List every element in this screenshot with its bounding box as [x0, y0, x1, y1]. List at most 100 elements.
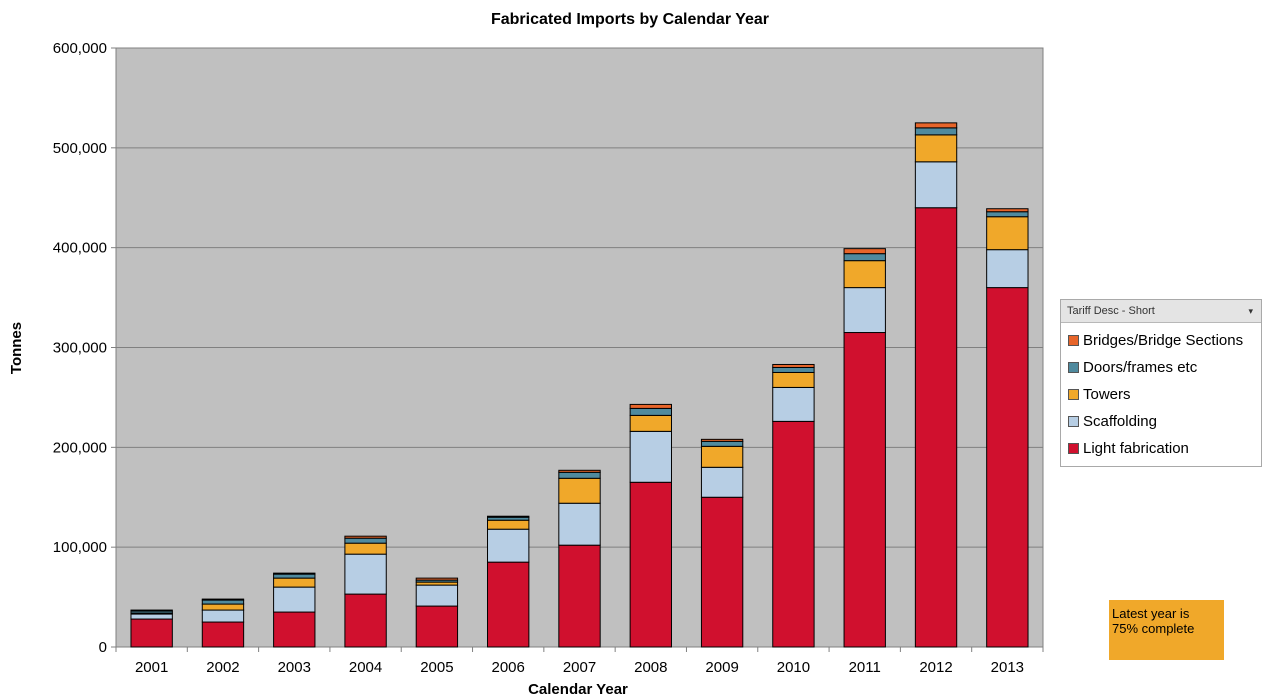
x-tick-label: 2009	[705, 659, 738, 676]
bar-segment	[629, 414, 672, 432]
x-tick-label: 2011	[849, 659, 881, 676]
bar-segment	[558, 469, 601, 473]
bar-segment	[986, 287, 1029, 648]
x-axis: 2001 2002 2003 2004 2005 2006 2007 2008 2009 2010…	[115, 647, 1044, 676]
legend-label: Towers	[1083, 386, 1131, 403]
bar-segment	[914, 161, 958, 209]
x-tick-label: 2013	[991, 659, 1024, 676]
bar-segment	[700, 496, 744, 648]
x-tick-label: 2006	[492, 659, 525, 676]
bar-segment	[986, 208, 1029, 213]
legend-swatch	[1068, 362, 1079, 373]
x-tick-label: 2008	[634, 659, 667, 676]
bar-segment	[843, 253, 886, 262]
bar-segment	[487, 515, 530, 518]
bar-segment	[201, 621, 245, 648]
legend-item[interactable]: Scaffolding	[1061, 408, 1261, 435]
bar-segment	[843, 332, 886, 648]
bar-segment	[843, 287, 886, 334]
bar-segment	[700, 440, 744, 447]
bar-segment	[629, 403, 672, 409]
bar-segment	[986, 249, 1029, 289]
bars	[130, 122, 1029, 648]
bar-segment	[843, 248, 886, 255]
bar-segment	[201, 599, 245, 605]
annotation-line: Latest year is	[1112, 606, 1190, 621]
bar-segment	[629, 407, 672, 416]
bar-segment	[772, 366, 815, 373]
chart-title: Fabricated Imports by Calendar Year	[491, 11, 769, 28]
bar-segment	[344, 535, 387, 539]
bar-segment	[344, 593, 387, 648]
legend-item[interactable]: Doors/frames etc	[1061, 354, 1261, 381]
legend-swatch	[1068, 389, 1079, 400]
bar-segment	[700, 438, 744, 442]
bar-segment	[201, 603, 245, 611]
y-axis-label: Tonnes	[8, 322, 25, 374]
bar-segment	[558, 502, 601, 546]
bar-segment	[772, 363, 815, 368]
y-tick-label: 0	[99, 639, 107, 656]
bar-segment	[772, 386, 815, 422]
chevron-down-icon[interactable]: ▾	[1248, 306, 1253, 316]
y-tick-label: 300,000	[53, 340, 107, 357]
legend-label: Light fabrication	[1083, 440, 1189, 457]
bar-segment	[914, 122, 958, 129]
legend-swatch	[1068, 416, 1079, 427]
legend-item[interactable]: Towers	[1061, 381, 1261, 408]
bar-segment	[772, 371, 815, 388]
bar-segment	[700, 445, 744, 468]
bar-segment	[558, 471, 601, 479]
bar-segment	[558, 544, 601, 648]
annotation-note: Latest year is 75% complete	[1109, 600, 1224, 660]
legend-swatch	[1068, 335, 1079, 346]
x-tick-label: 2002	[206, 659, 239, 676]
x-axis-label: Calendar Year	[528, 681, 628, 698]
legend-header-label: Tariff Desc - Short	[1067, 305, 1155, 317]
bar-segment	[344, 542, 387, 555]
bar-segment	[344, 537, 387, 544]
bar-segment	[344, 553, 387, 595]
bar-segment	[273, 611, 316, 648]
y-tick-label: 400,000	[53, 240, 107, 257]
bar-segment	[629, 430, 672, 483]
bar-segment	[843, 260, 886, 289]
x-tick-label: 2012	[919, 659, 952, 676]
bar-segment	[201, 609, 245, 623]
legend-item[interactable]: Bridges/Bridge Sections	[1061, 327, 1261, 354]
bar-segment	[700, 466, 744, 498]
legend-label: Doors/frames etc	[1083, 359, 1198, 376]
legend-swatch	[1068, 443, 1079, 454]
y-axis: 0 100,000 200,000 300,000 400,000 500,000 600,…	[53, 40, 116, 656]
annotation-line: 75% complete	[1112, 621, 1195, 636]
bar-segment	[201, 598, 245, 601]
bar-segment	[914, 134, 958, 163]
bar-segment	[415, 577, 459, 581]
bar-segment	[415, 605, 459, 648]
bar-segment	[772, 420, 815, 648]
y-tick-label: 600,000	[53, 40, 107, 57]
y-tick-label: 100,000	[53, 539, 107, 556]
bar-segment	[130, 618, 173, 648]
x-tick-label: 2007	[563, 659, 596, 676]
bar-segment	[273, 573, 316, 579]
bar-segment	[986, 211, 1029, 218]
legend-item[interactable]: Light fabrication	[1061, 435, 1261, 462]
bar-segment	[130, 609, 173, 612]
x-tick-label: 2001	[135, 659, 168, 676]
bar-segment	[914, 207, 958, 648]
x-tick-label: 2010	[777, 659, 810, 676]
legend-label: Scaffolding	[1083, 413, 1157, 430]
bar-segment	[986, 216, 1029, 251]
bar-segment	[914, 127, 958, 136]
bar-segment	[130, 613, 173, 620]
legend-label: Bridges/Bridge Sections	[1083, 332, 1244, 349]
bar-segment	[487, 519, 530, 530]
x-tick-label: 2005	[420, 659, 453, 676]
bar-segment	[487, 528, 530, 563]
bar-segment	[273, 586, 316, 613]
legend-field-dropdown[interactable]: Tariff Desc - Short ▾	[1061, 300, 1261, 323]
bar-segment	[558, 477, 601, 504]
legend-items: Bridges/Bridge Sections Doors/frames etc T…	[1061, 323, 1261, 466]
x-tick-label: 2003	[278, 659, 311, 676]
